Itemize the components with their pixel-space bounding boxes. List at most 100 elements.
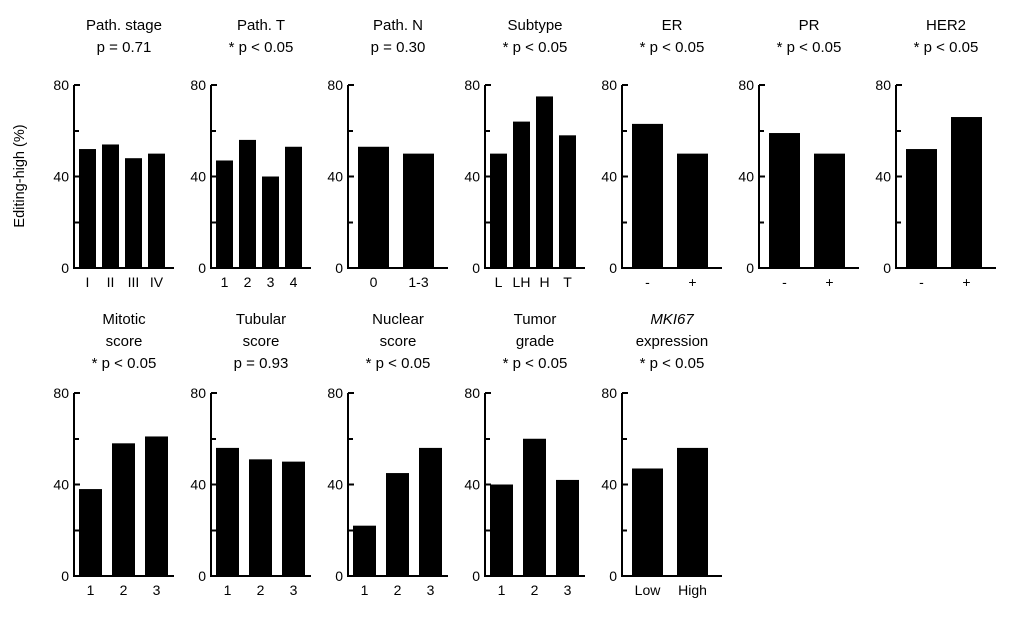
y-tick-label: 0 xyxy=(883,260,891,276)
y-tick-label: 0 xyxy=(609,260,617,276)
panel-tubular-score: Tubular score p = 0.93 0 40 80 1 2 3 xyxy=(183,305,317,602)
x-tick-label: Low xyxy=(635,582,662,598)
panel-tumor-grade: Tumor grade * p < 0.05 0 40 80 1 2 3 xyxy=(457,305,591,602)
bar-path-stage-IV xyxy=(148,153,165,268)
x-tick-label: II xyxy=(107,274,115,290)
x-tick-label: 0 xyxy=(370,274,378,290)
bar-path-stage-III xyxy=(125,158,142,268)
panel-title-line: Path. N xyxy=(372,17,424,34)
bar-er-- xyxy=(632,123,663,268)
y-tick-label: 0 xyxy=(198,260,206,276)
x-tick-label: 2 xyxy=(120,582,128,598)
bar-chart-path-n: 0 40 80 0 1-3 xyxy=(327,77,448,290)
bar-pr-- xyxy=(769,133,800,268)
chart-row-2: Mitotic score * p < 0.05 0 40 80 1 2 3 Tubular sco… xyxy=(46,305,728,602)
panel-title-line: Tubular xyxy=(235,311,287,328)
panel-title-line: ER xyxy=(661,17,683,34)
y-tick-label: 0 xyxy=(472,568,480,584)
y-tick-label: 40 xyxy=(53,477,69,493)
panel-mitotic-score: Mitotic score * p < 0.05 0 40 80 1 2 3 xyxy=(46,305,180,602)
panel-subtype: Subtype * p < 0.05 0 40 80 L LH H T xyxy=(457,12,591,294)
x-tick-label: 2 xyxy=(257,582,265,598)
bar-chart-nuclear-score: 0 40 80 1 2 3 xyxy=(327,385,448,598)
p-value-label: * p < 0.05 xyxy=(913,39,979,56)
y-tick-label: 80 xyxy=(464,77,480,93)
x-tick-label: 1 xyxy=(87,582,95,598)
bar-path-stage-II xyxy=(102,144,119,268)
x-tick-label: 3 xyxy=(427,582,435,598)
p-value-label: p = 0.71 xyxy=(96,39,152,56)
y-tick-label: 0 xyxy=(335,260,343,276)
y-tick-label: 80 xyxy=(738,77,754,93)
panel-title-line: expression xyxy=(635,333,709,350)
panel-her2: HER2 * p < 0.05 0 40 80 - + xyxy=(868,12,1002,294)
panel-title-line: score xyxy=(105,333,143,350)
panel-title: HER2 * p < 0.05 xyxy=(868,12,1002,77)
bar-subtype-LH xyxy=(513,121,530,268)
bar-tumor-grade-3 xyxy=(556,479,579,576)
p-value-label: * p < 0.05 xyxy=(639,355,705,372)
chart-row-1: Path. stage p = 0.71 0 40 80 I II III IV Path. T *… xyxy=(46,12,1002,294)
y-tick-label: 0 xyxy=(61,260,69,276)
bar-path-n-1-3 xyxy=(403,153,434,268)
x-tick-label: 2 xyxy=(394,582,402,598)
panel-mki67-expression: MKI67 expression * p < 0.05 0 40 80 Low High xyxy=(594,305,728,602)
bar-chart-tubular-score: 0 40 80 1 2 3 xyxy=(190,385,311,598)
panel-title-line: Path. T xyxy=(236,17,286,34)
bar-chart-tumor-grade: 0 40 80 1 2 3 xyxy=(464,385,585,598)
bar-subtype-L xyxy=(490,153,507,268)
bar-mitotic-score-1 xyxy=(79,489,102,576)
x-tick-label: + xyxy=(962,274,970,290)
p-value-label: * p < 0.05 xyxy=(228,39,294,56)
bar-pr-+ xyxy=(814,153,845,268)
bar-nuclear-score-1 xyxy=(353,525,376,576)
bar-mitotic-score-3 xyxy=(145,436,168,576)
panel-title: Tumor grade * p < 0.05 xyxy=(457,305,591,385)
x-tick-label: I xyxy=(86,274,90,290)
x-tick-label: 2 xyxy=(531,582,539,598)
x-tick-label: High xyxy=(678,582,707,598)
bar-tubular-score-3 xyxy=(282,461,305,576)
bar-mki67-expression-High xyxy=(677,447,708,576)
bar-path-n-0 xyxy=(358,146,389,268)
y-tick-label: 40 xyxy=(601,169,617,185)
panel-title: ER * p < 0.05 xyxy=(594,12,728,77)
panel-title: Mitotic score * p < 0.05 xyxy=(46,305,180,385)
bar-chart-mitotic-score: 0 40 80 1 2 3 xyxy=(53,385,174,598)
p-value-label: p = 0.30 xyxy=(370,39,426,56)
y-tick-label: 80 xyxy=(327,385,343,401)
bar-mki67-expression-Low xyxy=(632,468,663,576)
x-tick-label: III xyxy=(128,274,140,290)
x-tick-label: 1-3 xyxy=(408,274,428,290)
panel-title-line: HER2 xyxy=(925,17,966,34)
bar-chart-her2: 0 40 80 - + xyxy=(875,77,996,290)
x-tick-label: 3 xyxy=(153,582,161,598)
bar-path-t-2 xyxy=(239,139,256,268)
y-tick-label: 40 xyxy=(738,169,754,185)
y-tick-label: 40 xyxy=(327,169,343,185)
panel-path-t: Path. T * p < 0.05 0 40 80 1 2 3 4 xyxy=(183,12,317,294)
y-tick-label: 80 xyxy=(601,77,617,93)
x-tick-label: - xyxy=(919,274,924,290)
y-tick-label: 40 xyxy=(327,477,343,493)
bar-tumor-grade-2 xyxy=(523,438,546,576)
panel-er: ER * p < 0.05 0 40 80 - + xyxy=(594,12,728,294)
bar-chart-path-t: 0 40 80 1 2 3 4 xyxy=(190,77,311,290)
panel-title-line: grade xyxy=(515,333,555,350)
bar-her2-- xyxy=(906,149,937,268)
y-tick-label: 80 xyxy=(601,385,617,401)
y-tick-label: 80 xyxy=(327,77,343,93)
panel-path-n: Path. N p = 0.30 0 40 80 0 1-3 xyxy=(320,12,454,294)
bar-her2-+ xyxy=(951,117,982,269)
y-tick-label: 80 xyxy=(53,77,69,93)
bar-path-stage-I xyxy=(79,149,96,268)
x-tick-label: H xyxy=(539,274,549,290)
bar-tumor-grade-1 xyxy=(490,484,513,576)
x-tick-label: T xyxy=(563,274,572,290)
bar-subtype-T xyxy=(559,135,576,268)
bar-chart-pr: 0 40 80 - + xyxy=(738,77,859,290)
p-value-label: * p < 0.05 xyxy=(365,355,431,372)
p-value-label: p = 0.93 xyxy=(233,355,289,372)
y-tick-label: 40 xyxy=(190,169,206,185)
